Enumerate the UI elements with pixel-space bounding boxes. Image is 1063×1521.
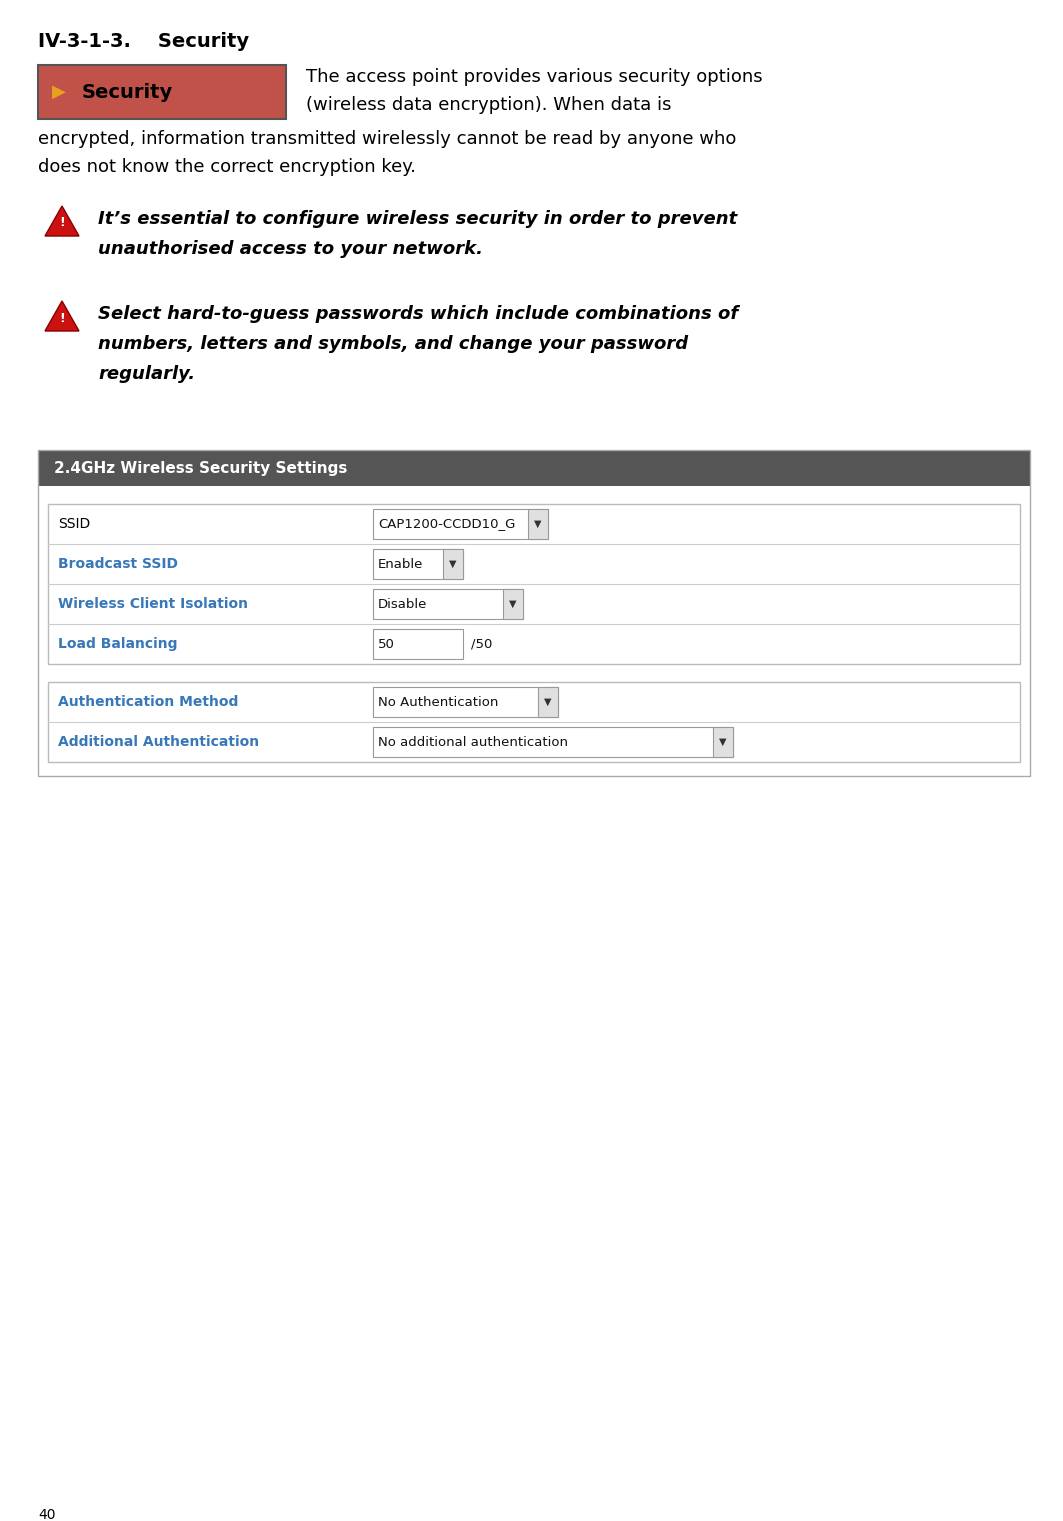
FancyBboxPatch shape [443,549,463,580]
Text: ▼: ▼ [544,697,552,707]
FancyBboxPatch shape [373,510,549,538]
Text: Broadcast SSID: Broadcast SSID [58,557,178,570]
FancyBboxPatch shape [373,549,463,580]
FancyBboxPatch shape [528,510,549,538]
Text: encrypted, information transmitted wirelessly cannot be read by anyone who: encrypted, information transmitted wirel… [38,129,737,148]
Text: 40: 40 [38,1507,55,1521]
Text: Enable: Enable [378,558,423,570]
Text: Load Balancing: Load Balancing [58,637,178,651]
FancyBboxPatch shape [713,727,733,757]
FancyBboxPatch shape [538,687,558,716]
Text: ▼: ▼ [720,738,727,747]
Text: (wireless data encryption). When data is: (wireless data encryption). When data is [306,96,672,114]
Text: /50: /50 [471,637,492,651]
Text: ▼: ▼ [509,599,517,608]
FancyBboxPatch shape [373,630,463,659]
Text: 50: 50 [378,637,394,651]
Text: IV-3-1-3.    Security: IV-3-1-3. Security [38,32,249,52]
FancyBboxPatch shape [503,589,523,619]
Polygon shape [45,205,79,236]
Text: Security: Security [82,82,173,102]
Text: Wireless Client Isolation: Wireless Client Isolation [58,598,248,611]
Text: No Authentication: No Authentication [378,695,499,709]
Text: CAP1200-CCDD10_G: CAP1200-CCDD10_G [378,517,516,531]
Text: unauthorised access to your network.: unauthorised access to your network. [98,240,483,259]
Text: regularly.: regularly. [98,365,196,383]
Text: The access point provides various security options: The access point provides various securi… [306,68,762,87]
Text: Select hard-to-guess passwords which include combinations of: Select hard-to-guess passwords which inc… [98,306,738,322]
Text: SSID: SSID [58,517,90,531]
Text: ▼: ▼ [535,519,542,529]
FancyBboxPatch shape [38,450,1030,487]
FancyBboxPatch shape [373,589,523,619]
Text: numbers, letters and symbols, and change your password: numbers, letters and symbols, and change… [98,335,688,353]
Text: Disable: Disable [378,598,427,610]
Text: ▼: ▼ [450,560,457,569]
Polygon shape [45,301,79,332]
FancyBboxPatch shape [373,687,558,716]
Text: Authentication Method: Authentication Method [58,695,238,709]
Text: No additional authentication: No additional authentication [378,736,568,748]
FancyBboxPatch shape [48,681,1020,762]
Text: !: ! [60,216,65,230]
Text: !: ! [60,312,65,324]
FancyBboxPatch shape [373,727,733,757]
Text: ▶: ▶ [52,84,66,100]
FancyBboxPatch shape [48,503,1020,665]
Text: Additional Authentication: Additional Authentication [58,735,259,748]
Text: does not know the correct encryption key.: does not know the correct encryption key… [38,158,416,176]
Text: It’s essential to configure wireless security in order to prevent: It’s essential to configure wireless sec… [98,210,738,228]
FancyBboxPatch shape [38,65,286,119]
Text: 2.4GHz Wireless Security Settings: 2.4GHz Wireless Security Settings [54,461,348,476]
